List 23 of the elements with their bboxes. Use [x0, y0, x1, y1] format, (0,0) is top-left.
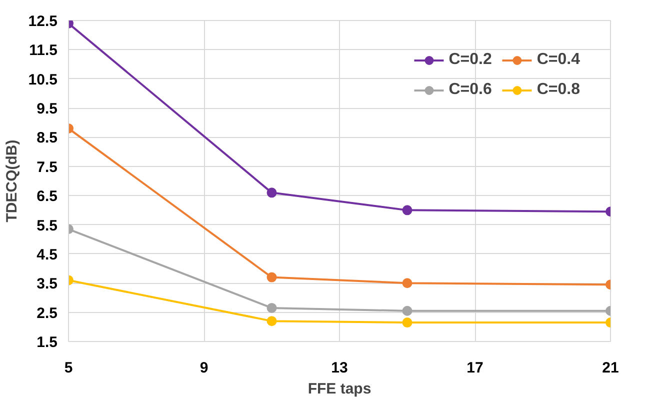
legend-label: C=0.2 — [448, 51, 492, 69]
legend-label: C=0.4 — [536, 51, 580, 69]
x-tick-label: 13 — [331, 360, 348, 376]
y-tick-label: 8.5 — [36, 130, 58, 147]
legend-label: C=0.6 — [448, 81, 492, 99]
x-tick-label: 21 — [602, 360, 619, 376]
y-tick-label: 9.5 — [36, 100, 58, 118]
y-tick-label: 10.5 — [28, 71, 58, 88]
y-tick-label: 11.5 — [29, 42, 58, 60]
x-axis-title: FFE taps — [308, 380, 372, 398]
y-tick-label: 7.5 — [36, 158, 58, 176]
y-tick-label: 5.5 — [36, 217, 58, 234]
y-tick-label: 4.5 — [36, 246, 58, 264]
y-tick-label: 6.5 — [36, 188, 58, 206]
y-tick-label: 1.5 — [36, 334, 58, 351]
y-tick-label: 12.5 — [28, 13, 58, 30]
x-tick-label: 17 — [466, 360, 484, 376]
legend-label: C=0.8 — [536, 81, 580, 99]
y-tick-label: 2.5 — [36, 304, 58, 322]
y-tick-label: 3.5 — [36, 276, 58, 293]
x-tick-label: 9 — [200, 360, 208, 376]
y-axis-title: TDECQ(dB) — [3, 140, 20, 222]
x-tick-label: 5 — [64, 360, 73, 376]
